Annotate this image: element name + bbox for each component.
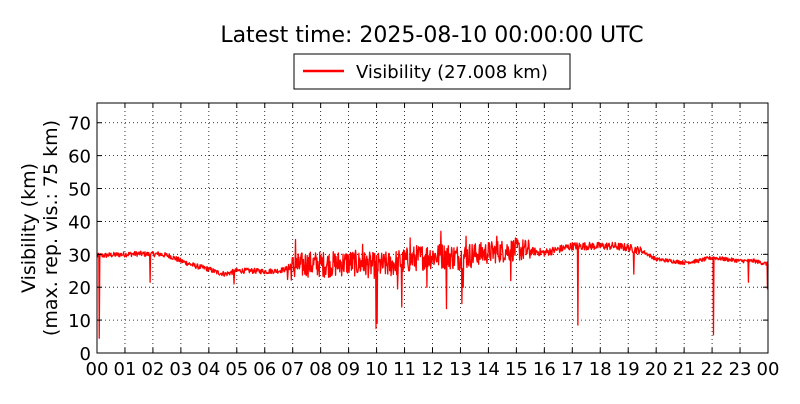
legend-label: Visibility (27.008 km) — [356, 62, 548, 83]
x-tick-label: 14 — [477, 359, 500, 380]
x-tick-label: 00 — [757, 359, 780, 380]
series-line — [96, 230, 769, 339]
x-tick-label: 03 — [169, 359, 192, 380]
y-tick-label: 70 — [68, 114, 91, 135]
legend: Visibility (27.008 km) — [293, 53, 571, 90]
x-tick-label: 22 — [701, 359, 724, 380]
x-tick-label: 02 — [141, 359, 164, 380]
x-tick-label: 11 — [393, 359, 416, 380]
x-tick-label: 01 — [114, 359, 137, 380]
x-tick-label: 09 — [337, 359, 360, 380]
y-tick-label: 60 — [68, 147, 91, 168]
y-tick-label: 10 — [68, 311, 91, 332]
x-tick-label: 18 — [589, 359, 612, 380]
x-tick-label: 08 — [309, 359, 332, 380]
x-axis-ticks: 00 01 02 03 04 05 06 07 08 09 10 11 12 13 14 15 16 17 18 19… — [86, 103, 780, 380]
x-tick-label: 15 — [505, 359, 528, 380]
y-tick-label: 50 — [68, 180, 91, 201]
series-visibility — [96, 230, 769, 339]
y-axis-label-line1: Visibility (km) — [18, 163, 40, 293]
x-tick-label: 17 — [561, 359, 584, 380]
x-tick-label: 20 — [645, 359, 668, 380]
y-tick-label: 40 — [68, 212, 91, 233]
x-tick-label: 05 — [225, 359, 248, 380]
x-tick-label: 16 — [533, 359, 556, 380]
y-tick-label: 20 — [68, 278, 91, 299]
y-tick-label: 0 — [80, 344, 91, 365]
x-tick-label: 21 — [673, 359, 696, 380]
x-tick-label: 12 — [421, 359, 444, 380]
chart-title: Latest time: 2025-08-10 00:00:00 UTC — [220, 23, 643, 48]
grid — [97, 103, 768, 353]
x-tick-label: 19 — [617, 359, 640, 380]
y-tick-label: 30 — [68, 245, 91, 266]
x-tick-label: 23 — [729, 359, 752, 380]
x-tick-label: 13 — [449, 359, 472, 380]
x-tick-label: 00 — [86, 359, 109, 380]
y-axis-label-line2: (max. rep. vis.: 75 km) — [40, 120, 62, 336]
y-axis-ticks: 0 10 20 30 40 50 60 70 — [68, 114, 768, 365]
x-tick-label: 04 — [197, 359, 220, 380]
x-tick-label: 06 — [253, 359, 276, 380]
x-tick-label: 10 — [365, 359, 388, 380]
x-tick-label: 07 — [281, 359, 304, 380]
